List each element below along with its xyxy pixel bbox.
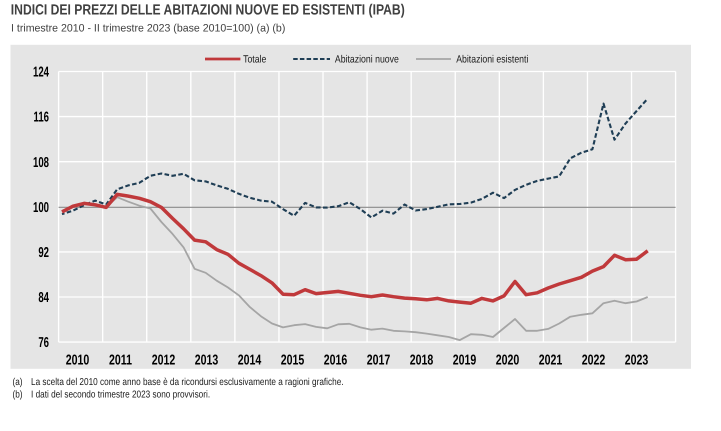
- svg-text:2019: 2019: [453, 353, 477, 369]
- svg-text:2014: 2014: [238, 353, 262, 369]
- svg-text:I dati del secondo trimestre 2: I dati del secondo trimestre 2023 sono p…: [31, 390, 210, 401]
- svg-text:2016: 2016: [324, 353, 348, 369]
- svg-text:2020: 2020: [496, 353, 520, 369]
- svg-text:2011: 2011: [109, 353, 132, 369]
- svg-text:2010: 2010: [66, 353, 90, 369]
- svg-text:La scelta del 2010 come anno b: La scelta del 2010 come anno base è da r…: [31, 377, 344, 388]
- svg-text:84: 84: [38, 290, 49, 306]
- svg-text:2018: 2018: [410, 353, 434, 369]
- svg-text:124: 124: [33, 65, 49, 81]
- svg-text:(a): (a): [13, 377, 23, 388]
- svg-text:I trimestre 2010 - II trimestr: I trimestre 2010 - II trimestre 2023 (ba…: [11, 23, 285, 35]
- svg-text:92: 92: [38, 245, 49, 261]
- svg-text:Totale: Totale: [243, 54, 266, 66]
- svg-text:2022: 2022: [582, 353, 606, 369]
- svg-text:2013: 2013: [195, 353, 219, 369]
- svg-text:2017: 2017: [367, 353, 391, 369]
- svg-text:Abitazioni nuove: Abitazioni nuove: [335, 54, 399, 66]
- svg-text:2021: 2021: [539, 353, 563, 369]
- svg-text:116: 116: [34, 110, 49, 126]
- svg-text:Abitazioni esistenti: Abitazioni esistenti: [456, 54, 528, 66]
- svg-text:(b): (b): [13, 390, 23, 401]
- svg-text:108: 108: [33, 155, 49, 171]
- svg-text:2012: 2012: [152, 353, 176, 369]
- svg-text:INDICI DEI PREZZI DELLE ABITAZ: INDICI DEI PREZZI DELLE ABITAZIONI NUOVE…: [11, 3, 405, 19]
- svg-text:2023: 2023: [625, 353, 649, 369]
- svg-text:76: 76: [38, 335, 49, 351]
- svg-text:100: 100: [33, 200, 49, 216]
- svg-text:2015: 2015: [281, 353, 305, 369]
